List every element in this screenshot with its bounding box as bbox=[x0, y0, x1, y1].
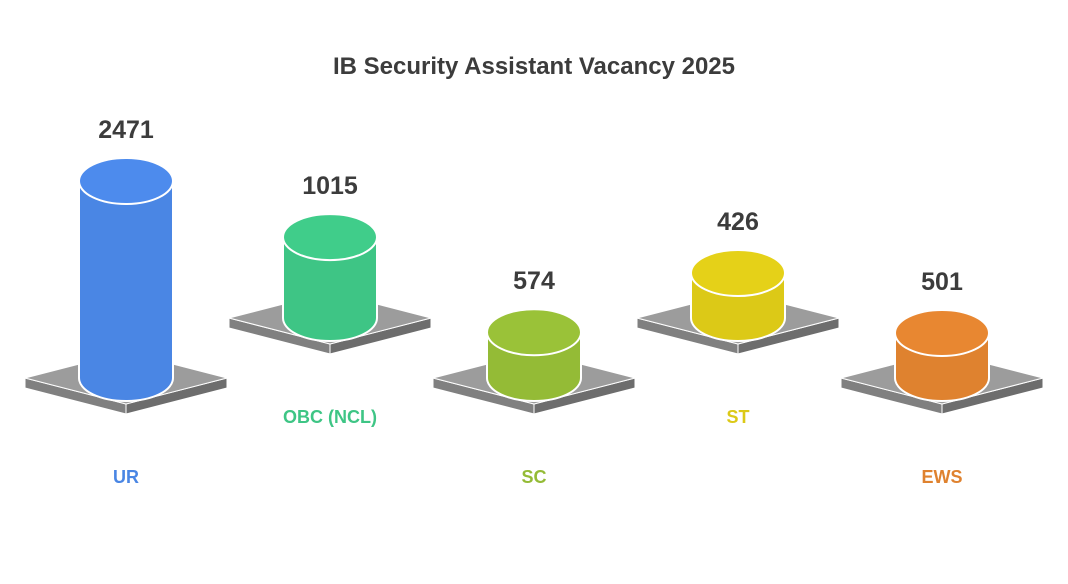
bars-layer: 2471 UR 1015 OBC (NCL) 574 SC 426 ST 501 EWS bbox=[24, 116, 1044, 487]
bar-group: 2471 UR bbox=[24, 116, 228, 487]
category-label: SC bbox=[521, 467, 546, 487]
bar-value-label: 2471 bbox=[98, 116, 154, 144]
bar-value-label: 501 bbox=[921, 268, 963, 296]
chart-title: IB Security Assistant Vacancy 2025 bbox=[333, 53, 735, 80]
bar-cylinder-top bbox=[78, 157, 174, 205]
bar-cylinder-top bbox=[486, 308, 582, 357]
bar-group: 1015 OBC (NCL) bbox=[228, 172, 432, 427]
category-label: EWS bbox=[921, 467, 962, 487]
bar-group: 501 EWS bbox=[840, 268, 1044, 487]
category-label: UR bbox=[113, 467, 139, 487]
bar-cylinder-body bbox=[282, 236, 378, 342]
bar-cylinder-top bbox=[690, 249, 786, 297]
bar-value-label: 426 bbox=[717, 208, 759, 236]
category-label: ST bbox=[726, 407, 749, 427]
bar-cylinder-top bbox=[282, 213, 378, 262]
bar-value-label: 574 bbox=[513, 267, 555, 295]
bar-group: 426 ST bbox=[636, 208, 840, 427]
bar-value-label: 1015 bbox=[302, 172, 358, 200]
category-label: OBC (NCL) bbox=[283, 407, 377, 427]
bar-cylinder-body bbox=[78, 180, 174, 402]
bar-group: 574 SC bbox=[432, 267, 636, 487]
bar-cylinder-top bbox=[894, 309, 990, 357]
